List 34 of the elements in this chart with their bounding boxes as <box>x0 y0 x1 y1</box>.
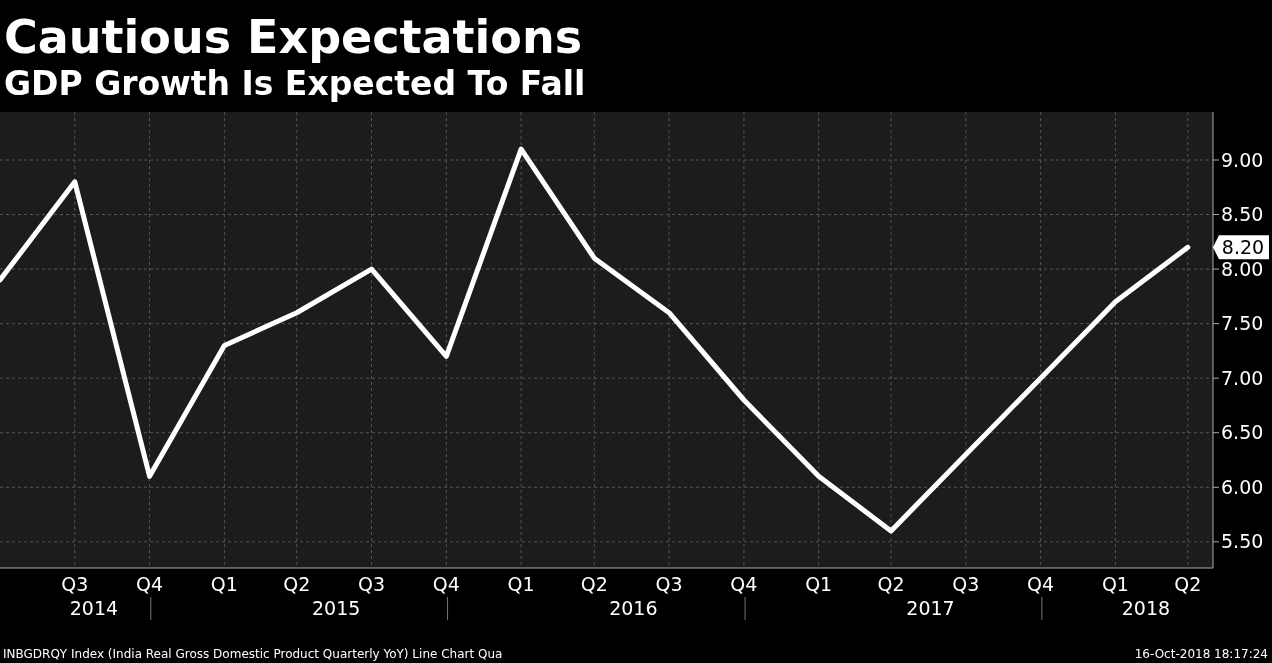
text: 16-Oct-2018 18:17:24 <box>1134 647 1268 661</box>
x-tick-label: Q2 <box>877 573 905 595</box>
text: 2015 <box>312 597 361 619</box>
x-tick-label: Q2 <box>283 573 311 595</box>
text: 2018 <box>1121 597 1171 619</box>
y-tick-label: 5.50 <box>1221 530 1264 553</box>
x-tick-label: Q3 <box>952 573 980 595</box>
y-tick-label: 7.50 <box>1221 312 1264 335</box>
x-tick-label: Q4 <box>730 573 758 595</box>
text: 2014 <box>69 597 119 619</box>
x-tick-label: Q2 <box>1174 573 1202 595</box>
x-tick-label: Q1 <box>210 573 238 595</box>
x-tick-label: Q3 <box>358 573 386 595</box>
y-tick-label: 6.50 <box>1221 421 1264 444</box>
text: INBGDRQY Index (India Real Gross Domestic Product Quarterly YoY) Line Chart Qua <box>3 647 503 661</box>
x-tick-label: Q2 <box>580 573 608 595</box>
y-tick-label: 8.50 <box>1221 203 1264 226</box>
chart-title: Cautious Expectations <box>4 10 583 64</box>
y-tick-label: 9.00 <box>1221 148 1264 171</box>
x-tick-label: Q3 <box>655 573 683 595</box>
y-tick-label: 7.00 <box>1221 366 1264 389</box>
chart-subtitle: GDP Growth Is Expected To Fall <box>4 64 586 103</box>
x-tick-label: Q1 <box>507 573 535 595</box>
x-tick-label: Q4 <box>1027 573 1055 595</box>
x-tick-label: Q3 <box>61 573 89 595</box>
text: 2017 <box>906 597 955 619</box>
text: 2016 <box>609 597 658 619</box>
y-tick-label: 8.00 <box>1221 257 1264 280</box>
y-tick-label: 6.00 <box>1221 475 1264 498</box>
x-tick-label: Q1 <box>805 573 833 595</box>
x-tick-label: Q1 <box>1101 573 1129 595</box>
text: 8.20 <box>1221 235 1265 258</box>
x-tick-label: Q4 <box>432 573 460 595</box>
x-tick-label: Q4 <box>136 573 164 595</box>
